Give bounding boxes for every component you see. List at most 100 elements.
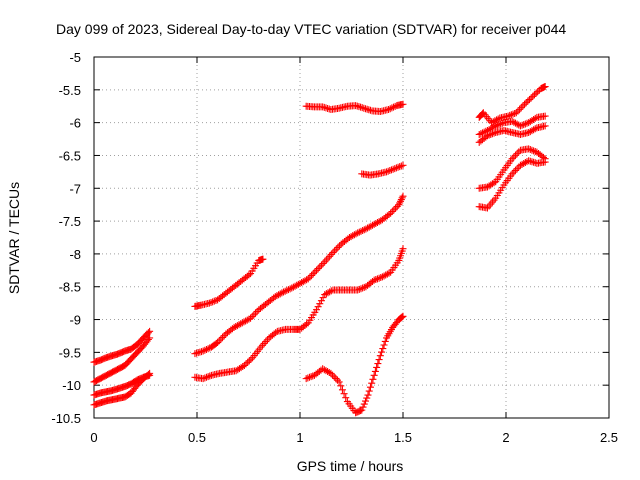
data-point <box>514 107 522 115</box>
data-point <box>327 250 335 258</box>
data-point <box>252 309 260 317</box>
data-point <box>281 287 289 295</box>
series-arc-9 <box>302 100 407 115</box>
data-point <box>531 125 539 133</box>
data-point <box>263 336 271 344</box>
data-point <box>245 271 253 279</box>
data-point <box>331 247 339 255</box>
data-point <box>354 229 362 237</box>
data-point <box>490 123 498 131</box>
data-point <box>531 114 539 122</box>
data-point <box>210 297 218 305</box>
data-point <box>324 254 332 262</box>
data-point <box>479 129 487 137</box>
data-point <box>525 145 533 153</box>
data-point <box>280 288 288 296</box>
data-point <box>359 403 367 411</box>
data-point <box>483 132 491 140</box>
data-point <box>475 130 483 138</box>
data-point <box>260 339 268 347</box>
x-tick-label: 0.5 <box>188 430 206 445</box>
data-point <box>509 110 517 118</box>
data-point <box>259 255 267 263</box>
data-point <box>240 361 248 369</box>
data-point <box>354 286 362 294</box>
x-tick-labels: 0 0.5 1 1.5 2 2.5 <box>90 430 618 445</box>
data-point <box>376 352 384 360</box>
data-point <box>307 373 315 381</box>
data-point <box>306 273 314 281</box>
data-point <box>390 103 398 111</box>
data-point <box>386 105 394 113</box>
data-point <box>242 360 250 368</box>
data-point <box>477 130 485 138</box>
data-point <box>513 165 521 173</box>
data-point <box>389 165 397 173</box>
data-point <box>202 345 210 353</box>
data-point <box>524 97 532 105</box>
data-point <box>247 314 255 322</box>
data-point <box>385 269 393 277</box>
data-point <box>508 170 516 178</box>
data-point <box>357 227 365 235</box>
data-point <box>541 83 549 91</box>
data-point <box>329 371 337 379</box>
data-point <box>199 375 207 383</box>
data-point <box>395 201 403 209</box>
y-axis-label: SDTVAR / TECUs <box>6 182 22 294</box>
data-point <box>220 332 228 340</box>
data-point <box>399 192 407 200</box>
data-point <box>387 209 395 217</box>
data-point <box>317 297 325 305</box>
data-point <box>399 161 407 169</box>
data-point <box>375 274 383 282</box>
data-point <box>319 259 327 267</box>
data-point <box>513 150 521 158</box>
data-point <box>383 168 391 176</box>
data-point <box>312 266 320 274</box>
data-point <box>385 211 393 219</box>
series-arc-10 <box>358 161 407 179</box>
data-point <box>398 194 406 202</box>
data-point <box>511 166 519 174</box>
data-point <box>357 285 365 293</box>
data-point <box>396 199 404 207</box>
data-point <box>362 397 370 405</box>
data-point <box>207 298 215 306</box>
data-point <box>214 339 222 347</box>
data-point <box>332 245 340 253</box>
y-tick-label: -9.5 <box>59 345 81 360</box>
data-point <box>391 165 399 173</box>
data-point <box>368 379 376 387</box>
data-point <box>399 245 407 253</box>
data-point <box>314 265 322 273</box>
data-point <box>507 111 515 119</box>
data-point <box>278 289 286 297</box>
series-arc-11 <box>475 83 549 127</box>
y-tick-label: -5 <box>69 50 81 65</box>
data-point <box>488 130 496 138</box>
data-point <box>522 99 530 107</box>
data-point <box>355 285 363 293</box>
data-point <box>520 121 528 129</box>
data-point <box>541 112 549 120</box>
data-point <box>303 320 311 328</box>
data-point <box>316 263 324 271</box>
data-point <box>317 261 325 269</box>
series-arc-15 <box>475 157 549 212</box>
data-point <box>369 375 377 383</box>
data-point <box>399 100 407 108</box>
data-point <box>327 369 335 377</box>
data-point <box>379 345 387 353</box>
data-point <box>250 311 258 319</box>
data-point <box>305 373 313 381</box>
data-point <box>248 313 256 321</box>
data-point <box>525 96 533 104</box>
series-arc-12 <box>475 112 549 138</box>
data-point <box>312 306 320 314</box>
y-tick-labels: -5 -5.5 -6 -6.5 -7 -7.5 -8 -8.5 -9 -9.5 -10 -10.5 <box>51 50 81 426</box>
data-point <box>199 347 207 355</box>
x-tick-label: 1 <box>296 430 303 445</box>
data-point <box>397 197 405 205</box>
data-point <box>352 230 360 238</box>
